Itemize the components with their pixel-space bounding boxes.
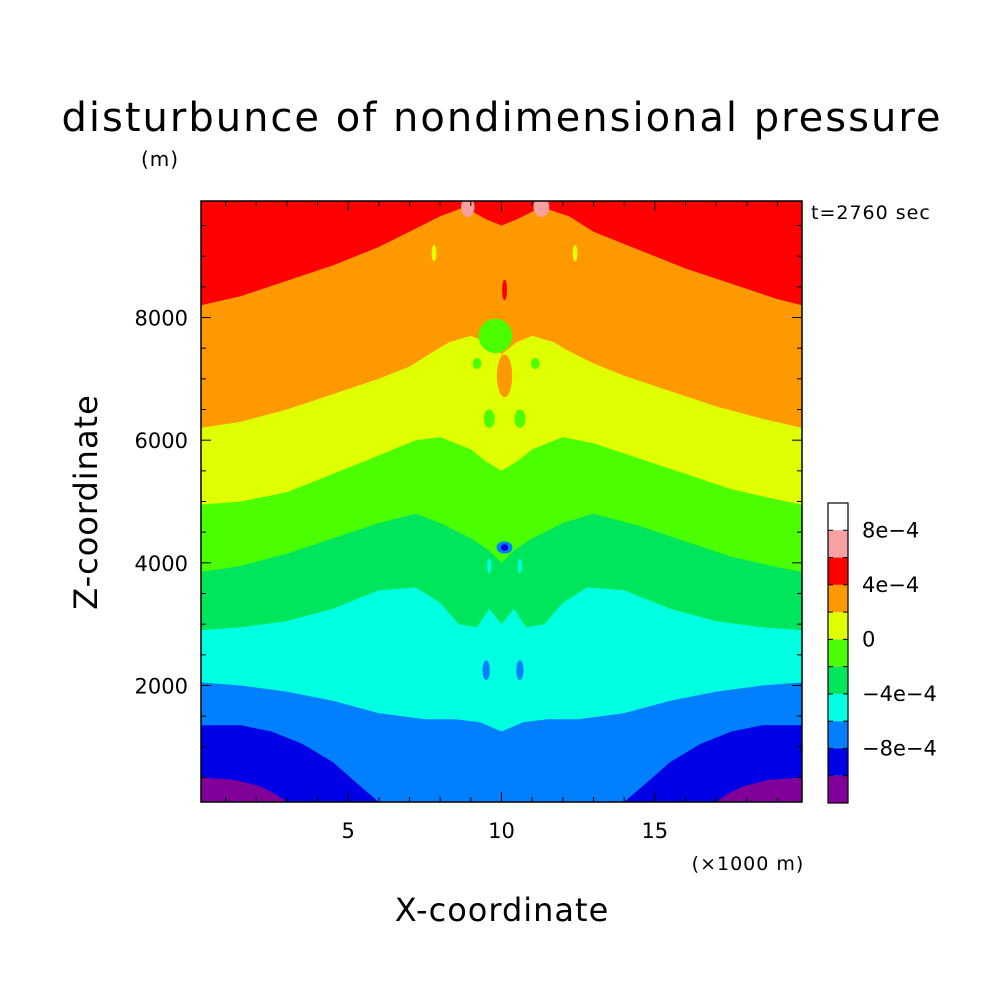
x-tick-label: 5 [341, 819, 354, 843]
colorbar-label: 0 [862, 627, 875, 651]
plot-frame [200, 200, 803, 803]
contour-local-feature [530, 357, 540, 370]
x-tick-label: 15 [641, 819, 668, 843]
contour-local-feature [572, 245, 578, 262]
colorbar-label: 8e−4 [862, 518, 919, 542]
contour-band [201, 682, 802, 802]
colorbar-swatch [828, 584, 848, 613]
colorbar-swatch [828, 721, 848, 749]
colorbar-swatch [828, 748, 848, 776]
y-axis: 2000 4000 6000 8000 [135, 307, 188, 699]
contour-local-feature [516, 660, 524, 680]
contour-local-feature [533, 201, 550, 217]
contour-local-feature [502, 279, 508, 301]
x-tick-label: 10 [488, 819, 515, 843]
y-tick-label: 6000 [135, 429, 188, 453]
y-tick-label: 2000 [135, 674, 188, 698]
contour-band [201, 725, 802, 802]
colorbar-label: −8e−4 [862, 736, 937, 760]
colorbar-swatch [828, 557, 848, 585]
colorbar-swatch [828, 639, 848, 667]
chart-title: disturbunce of nondimensional pressure [62, 95, 943, 141]
contour-local-feature [496, 354, 513, 398]
colorbar-swatch [828, 530, 848, 558]
x-axis-label: X-coordinate [395, 891, 610, 929]
contour-local-feature [487, 558, 492, 574]
colorbar-swatch [828, 666, 848, 694]
y-axis-label: Z-coordinate [67, 394, 105, 610]
contour-local-feature [472, 357, 482, 370]
contour-local-feature [482, 660, 490, 680]
colorbar-swatch [828, 775, 848, 803]
contour-local-feature [500, 544, 509, 551]
contour-fill-area [201, 201, 802, 802]
contour-local-feature [483, 409, 495, 428]
colorbar-border [827, 502, 849, 804]
contour-local-feature [478, 318, 513, 354]
time-label: t=2760 sec [811, 202, 931, 224]
colorbar-swatch [828, 612, 848, 640]
y-tick-label: 4000 [135, 552, 188, 576]
contour-local-feature [517, 558, 523, 574]
colorbar-label: 4e−4 [862, 573, 919, 597]
colorbar-swatch [828, 693, 848, 722]
contour-local-feature [514, 409, 526, 428]
colorbar: −8e−4 −4e−4 0 4e−4 8e−4 [827, 502, 937, 804]
title-unit: (m) [141, 147, 179, 171]
x-axis: 5 10 15 [341, 819, 668, 843]
x-axis-unit: (×1000 m) [692, 853, 805, 875]
colorbar-label: −4e−4 [862, 682, 937, 706]
contour-local-feature [431, 245, 437, 262]
contour-band [201, 777, 802, 802]
y-tick-label: 8000 [135, 307, 188, 331]
